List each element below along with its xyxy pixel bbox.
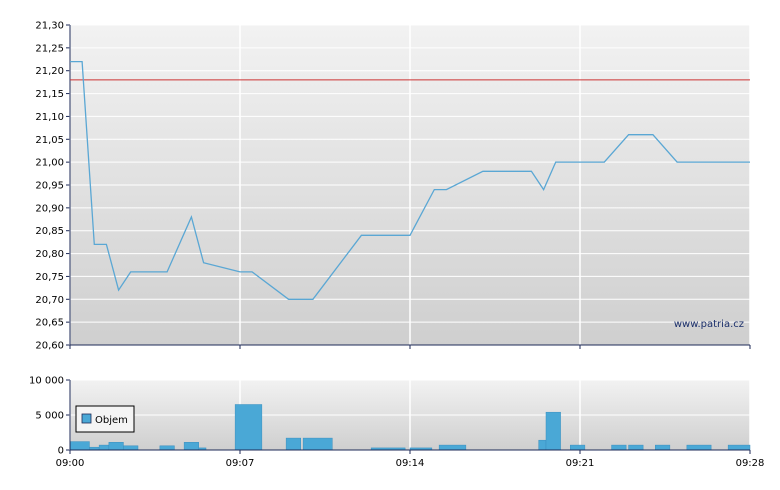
volume-bar bbox=[545, 411, 561, 451]
main-y-tick-label: 20,95 bbox=[35, 181, 64, 192]
price-line bbox=[70, 60, 750, 300]
legend-swatch bbox=[81, 413, 92, 424]
volume-bar bbox=[285, 437, 301, 451]
volume-bar bbox=[611, 444, 627, 451]
main-y-tick-label: 20,70 bbox=[35, 295, 64, 306]
main-y-tick-label: 21,00 bbox=[35, 158, 64, 169]
volume-bar bbox=[302, 437, 333, 451]
volume-bar bbox=[538, 439, 547, 451]
volume-bar bbox=[686, 444, 712, 451]
main-y-tick-label: 21,30 bbox=[35, 21, 64, 32]
volume-bar bbox=[69, 441, 90, 451]
main-y-tick-label: 20,75 bbox=[35, 272, 64, 283]
main-y-tick-label: 21,15 bbox=[35, 89, 64, 100]
main-y-tick-label: 20,65 bbox=[35, 318, 64, 329]
main-y-tick-label: 20,60 bbox=[35, 341, 64, 352]
watermark-text: www.patria.cz bbox=[674, 319, 744, 330]
volume-bar bbox=[727, 444, 751, 451]
volume-bar bbox=[123, 445, 139, 451]
x-tick-label: 09:07 bbox=[226, 458, 255, 469]
volume-bar bbox=[234, 404, 263, 451]
x-tick-label: 09:28 bbox=[736, 458, 765, 469]
volume-bar bbox=[108, 442, 124, 451]
main-y-tick-label: 21,05 bbox=[35, 135, 64, 146]
x-tick-label: 09:14 bbox=[396, 458, 425, 469]
volume-y-tick-label: 0 bbox=[58, 446, 64, 457]
volume-bar bbox=[98, 444, 110, 451]
volume-bar bbox=[183, 442, 199, 451]
volume-bar bbox=[628, 444, 644, 451]
volume-bar bbox=[159, 445, 175, 451]
main-y-tick-label: 20,80 bbox=[35, 249, 64, 260]
main-y-tick-label: 21,20 bbox=[35, 66, 64, 77]
volume-y-tick-label: 10 000 bbox=[29, 376, 64, 387]
volume-y-tick-label: 5 000 bbox=[35, 411, 64, 422]
volume-bar bbox=[438, 444, 467, 451]
main-y-tick-label: 21,10 bbox=[35, 112, 64, 123]
volume-bar bbox=[570, 444, 586, 451]
main-y-tick-label: 20,85 bbox=[35, 226, 64, 237]
main-y-tick-label: 21,25 bbox=[35, 43, 64, 54]
volume-bar bbox=[655, 444, 671, 451]
main-y-tick-label: 20,90 bbox=[35, 203, 64, 214]
x-tick-label: 09:00 bbox=[56, 458, 85, 469]
legend-label: Objem bbox=[95, 415, 128, 426]
x-tick-label: 09:21 bbox=[566, 458, 595, 469]
